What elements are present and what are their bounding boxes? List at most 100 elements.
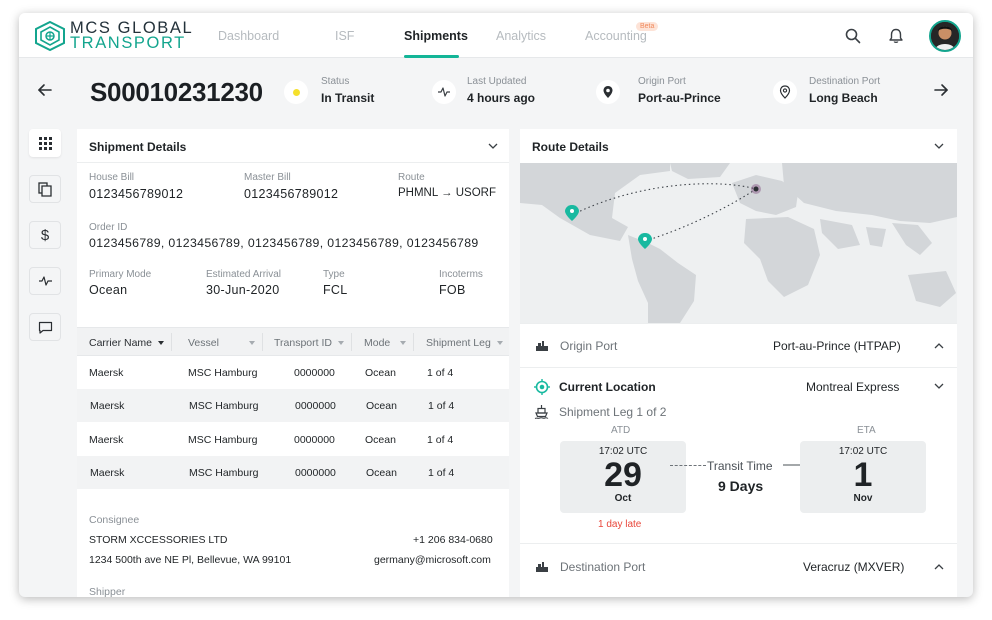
sort-caret-icon [400, 341, 407, 345]
top-nav: MCS GLOBAL TRANSPORT Dashboard ISF Shipm… [19, 13, 973, 58]
shipment-id: S00010231230 [90, 77, 263, 107]
type-value: FCL [323, 283, 348, 297]
column-transport-id[interactable]: Transport ID [274, 333, 352, 351]
column-vessel[interactable]: Vessel [188, 333, 263, 351]
current-location-value: Montreal Express [806, 380, 900, 394]
table-row[interactable]: Maersk MSC Hamburg 0000000 Ocean 1 of 4 [77, 456, 509, 489]
column-divider [350, 333, 352, 351]
bell-icon[interactable] [887, 27, 905, 45]
atd-month: Oct [614, 493, 632, 504]
sort-caret-icon [337, 341, 344, 345]
origin-pin-icon [596, 80, 620, 104]
chevron-down-icon[interactable] [933, 140, 945, 152]
column-mode[interactable]: Mode [364, 333, 415, 351]
search-icon[interactable] [844, 27, 862, 45]
primary-mode-value: Ocean [89, 283, 128, 297]
status-value: In Transit [321, 91, 375, 105]
chevron-down-icon[interactable] [487, 140, 499, 152]
table-row[interactable]: Maersk MSC Hamburg 0000000 Ocean 1 of 4 [77, 423, 509, 456]
cell-vessel: MSC Hamburg [189, 467, 259, 479]
beta-badge: Beta [636, 22, 659, 31]
primary-mode-label: Primary Mode [89, 269, 152, 280]
column-label: Shipment Leg [426, 337, 491, 349]
consignee-email[interactable]: germany@microsoft.com [374, 554, 491, 566]
last-updated-label: Last Updated [467, 76, 527, 87]
rail-chat-button[interactable] [29, 313, 61, 341]
world-map [520, 163, 957, 323]
grid-icon [38, 136, 52, 150]
cell-mode: Ocean [365, 367, 396, 379]
dollar-icon: $ [40, 226, 50, 244]
cell-vessel: MSC Hamburg [189, 400, 259, 412]
active-tab-indicator [404, 55, 459, 58]
current-location-section: Current Location Montreal Express Shipme… [520, 367, 957, 541]
chat-icon [38, 321, 52, 334]
back-arrow-icon[interactable] [36, 81, 54, 99]
type-label: Type [323, 269, 345, 280]
sort-caret-icon [158, 341, 165, 345]
sort-caret-icon [496, 341, 503, 345]
origin-port-row[interactable]: Origin Port Port-au-Prince (HTPAP) [520, 323, 957, 367]
eta-day: 1 [853, 456, 873, 494]
column-label: Transport ID [274, 337, 332, 349]
column-label: Carrier Name [89, 337, 153, 349]
transit-time-value: 9 Days [718, 478, 764, 494]
rail-documents-button[interactable] [29, 175, 61, 203]
consignee-label: Consignee [89, 514, 140, 526]
atd-card: 17:02 UTC 29 Oct [560, 441, 686, 513]
ship-icon [534, 405, 549, 419]
user-avatar[interactable] [929, 20, 961, 52]
route-details-panel: Route Details [520, 129, 957, 597]
last-updated-value: 4 hours ago [467, 91, 536, 105]
route-label: Route [398, 172, 425, 183]
tab-analytics[interactable]: Analytics [496, 29, 547, 43]
tab-shipments[interactable]: Shipments [404, 29, 468, 43]
documents-icon [38, 181, 52, 197]
cell-leg: 1 of 4 [427, 367, 454, 379]
port-icon [536, 562, 548, 572]
cell-carrier: Maersk [89, 434, 124, 446]
atd-day: 29 [604, 456, 642, 494]
brand-logo[interactable]: MCS GLOBAL TRANSPORT [33, 20, 193, 52]
chevron-up-icon[interactable] [933, 340, 945, 352]
eta-label: ETA [857, 425, 876, 436]
order-id-label: Order ID [89, 222, 128, 233]
tab-dashboard[interactable]: Dashboard [218, 29, 280, 43]
tab-isf[interactable]: ISF [335, 29, 355, 43]
atd-label: ATD [611, 425, 631, 436]
chevron-down-icon[interactable] [933, 380, 945, 392]
tab-accounting[interactable]: Accounting [585, 29, 647, 43]
column-label: Mode [364, 337, 391, 349]
house-bill-label: House Bill [89, 172, 135, 183]
rail-billing-button[interactable]: $ [29, 221, 61, 249]
estimated-arrival-label: Estimated Arrival [206, 269, 282, 280]
table-row[interactable]: Maersk MSC Hamburg 0000000 Ocean 1 of 4 [77, 356, 509, 389]
route-map[interactable] [520, 163, 957, 323]
rail-grid-button[interactable] [29, 129, 61, 157]
atd-time: 17:02 UTC [598, 446, 648, 457]
chevron-up-icon[interactable] [933, 561, 945, 573]
route-details-title: Route Details [532, 140, 609, 154]
eta-time: 17:02 UTC [838, 446, 888, 457]
brand-line1: MCS GLOBAL [70, 19, 194, 37]
column-divider [261, 333, 263, 351]
status-label: Status [321, 76, 350, 87]
destination-port-row[interactable]: Destination Port Veracruz (MXVER) [520, 543, 957, 597]
cell-carrier: Maersk [90, 467, 125, 479]
shipment-leg-label: Shipment Leg 1 of 2 [559, 405, 667, 419]
logo-mark-icon [35, 20, 65, 52]
order-id-value: 0123456789, 0123456789, 0123456789, 0123… [89, 236, 479, 250]
incoterms-label: Incoterms [439, 269, 483, 280]
table-row[interactable]: Maersk MSC Hamburg 0000000 Ocean 1 of 4 [77, 389, 509, 422]
master-bill-value: 0123456789012 [244, 187, 339, 201]
origin-port-label: Origin Port [638, 76, 686, 87]
column-divider [413, 333, 415, 351]
eta-card: 17:02 UTC 1 Nov [800, 441, 926, 513]
forward-arrow-icon[interactable] [932, 81, 950, 99]
shipper-label: Shipper [89, 586, 126, 597]
origin-port-value: Port-au-Prince (HTPAP) [773, 339, 901, 353]
column-carrier-name[interactable]: Carrier Name [89, 333, 173, 351]
column-shipment-leg[interactable]: Shipment Leg [426, 337, 503, 349]
current-location-icon [534, 379, 550, 395]
rail-activity-button[interactable] [29, 267, 61, 295]
